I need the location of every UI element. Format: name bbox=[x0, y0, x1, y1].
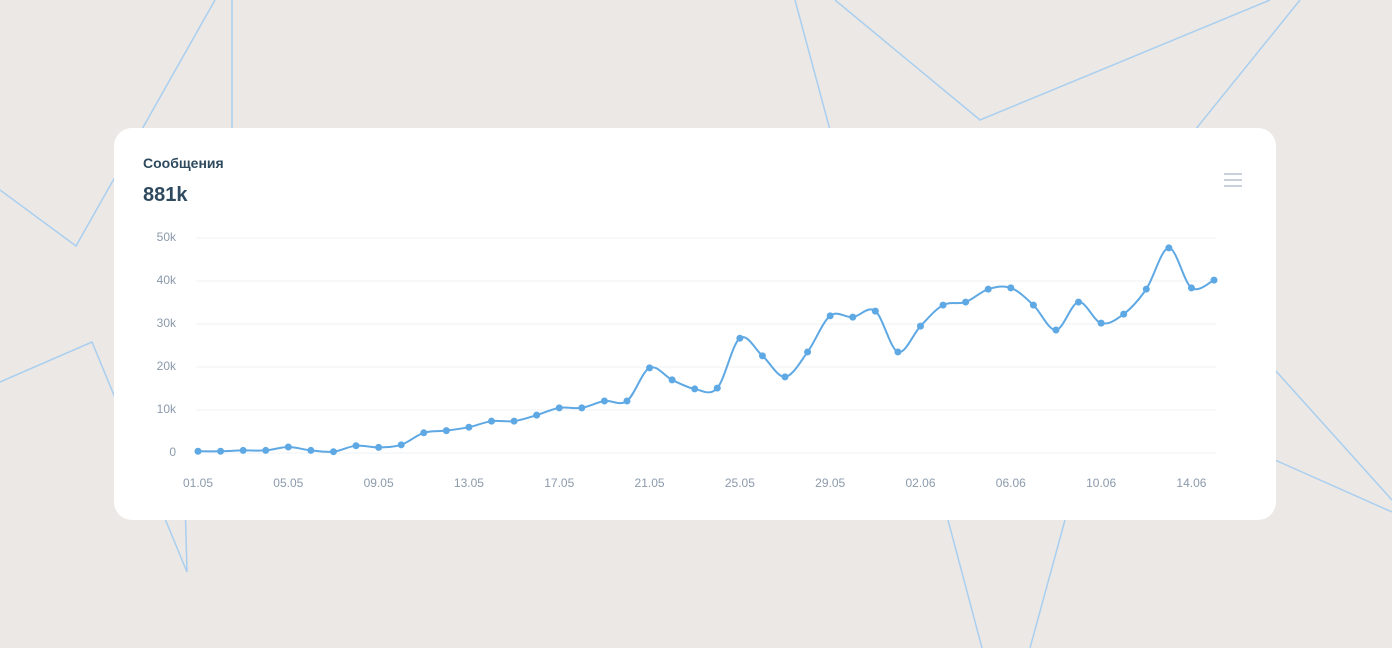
data-point bbox=[781, 373, 789, 381]
menu-button[interactable] bbox=[1224, 172, 1242, 188]
data-point bbox=[691, 385, 699, 393]
data-point bbox=[962, 298, 970, 306]
data-point bbox=[1187, 284, 1195, 292]
total: 881k bbox=[143, 184, 188, 206]
y-tick-label: 0 bbox=[169, 445, 176, 459]
x-tick-label: 29.05 bbox=[815, 476, 845, 490]
data-point bbox=[1029, 301, 1037, 309]
y-tick-label: 30k bbox=[157, 316, 177, 330]
chart-title: Сообщения bbox=[143, 155, 224, 171]
data-point bbox=[578, 404, 586, 412]
data-point bbox=[1120, 310, 1128, 318]
data-point bbox=[194, 447, 202, 455]
data-point bbox=[736, 334, 744, 342]
data-point bbox=[849, 313, 857, 321]
data-point bbox=[465, 423, 473, 431]
x-tick-label: 06.06 bbox=[996, 476, 1026, 490]
data-point bbox=[217, 447, 225, 455]
data-point bbox=[442, 427, 450, 435]
y-tick-label: 40k bbox=[157, 273, 177, 287]
data-point bbox=[488, 417, 496, 425]
x-tick-label: 10.06 bbox=[1086, 476, 1116, 490]
data-point bbox=[1052, 326, 1060, 334]
y-tick-label: 50k bbox=[157, 230, 177, 244]
data-point bbox=[555, 404, 563, 412]
data-point bbox=[307, 446, 315, 454]
y-tick-label: 10k bbox=[157, 402, 177, 416]
x-tick-label: 25.05 bbox=[725, 476, 755, 490]
data-point bbox=[375, 443, 383, 451]
data-point bbox=[758, 352, 766, 360]
chart: 0 10k 20k 30k 40k 50k 01.05 05.05 09.05 13.05 17.0… bbox=[157, 230, 1218, 490]
x-tick-label: 14.06 bbox=[1176, 476, 1206, 490]
y-tick-label: 20k bbox=[157, 359, 177, 373]
data-point bbox=[804, 348, 812, 356]
data-point bbox=[1165, 244, 1173, 252]
data-point bbox=[1075, 298, 1083, 306]
data-point bbox=[939, 301, 947, 309]
x-tick-label: 05.05 bbox=[273, 476, 303, 490]
data-point bbox=[510, 417, 518, 425]
data-point bbox=[420, 429, 428, 437]
data-point bbox=[623, 397, 631, 405]
data-point bbox=[826, 312, 834, 320]
data-point bbox=[984, 285, 992, 293]
chart-card: Сообщения 881k 0 10k 20k 30k 40k 50k 01.05 05.0… bbox=[114, 128, 1276, 520]
data-point bbox=[668, 376, 676, 384]
data-point bbox=[239, 446, 247, 454]
data-point bbox=[713, 384, 721, 392]
data-point bbox=[646, 364, 654, 372]
data-point bbox=[1142, 285, 1150, 293]
data-point bbox=[533, 411, 541, 419]
data-point bbox=[894, 348, 902, 356]
data-point bbox=[916, 322, 924, 330]
data-point bbox=[397, 441, 405, 449]
x-tick-label: 02.06 bbox=[905, 476, 935, 490]
x-tick-label: 21.05 bbox=[635, 476, 665, 490]
data-point bbox=[871, 307, 879, 315]
data-point bbox=[600, 397, 608, 405]
x-tick-label: 09.05 bbox=[364, 476, 394, 490]
data-point bbox=[284, 443, 292, 451]
x-tick-label: 17.05 bbox=[544, 476, 574, 490]
data-point bbox=[352, 442, 360, 450]
data-point bbox=[1210, 276, 1218, 284]
data-point bbox=[262, 446, 270, 454]
series-line bbox=[197, 246, 1215, 453]
data-point bbox=[329, 448, 337, 456]
x-tick-label: 01.05 bbox=[183, 476, 213, 490]
data-point bbox=[1097, 319, 1105, 327]
data-point bbox=[1007, 284, 1015, 292]
x-tick-label: 13.05 bbox=[454, 476, 484, 490]
